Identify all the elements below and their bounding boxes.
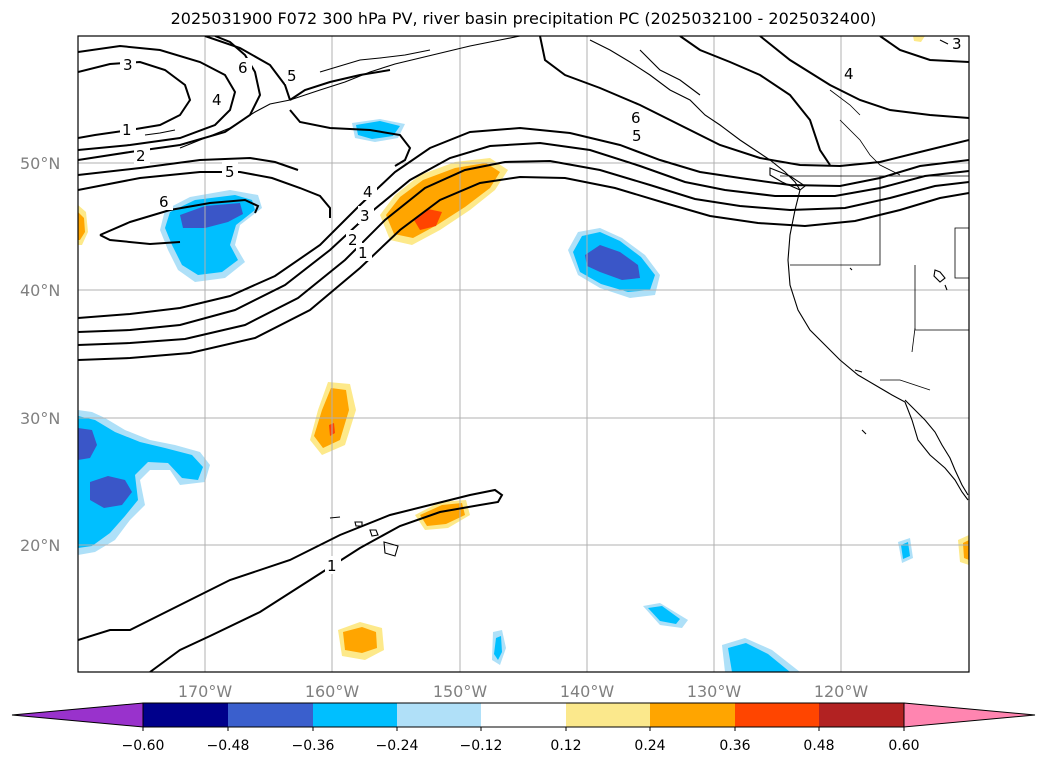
lon-label-170w: 170°W: [178, 682, 233, 701]
precip-blob-west-core1: [78, 428, 97, 460]
colorbar-extend-max: [903, 702, 1036, 728]
lat-label-30n: 30°N: [20, 409, 60, 428]
precip-blob-115w-19n-mid: [901, 542, 910, 559]
contour-label: 4: [212, 91, 222, 109]
contour-label: 4: [844, 65, 854, 83]
precip-blob-west-mid: [78, 416, 203, 548]
contour-label: 2: [348, 231, 358, 249]
colorbar-segment: [650, 703, 735, 727]
colorbar-tick: −0.60: [122, 738, 165, 754]
contour-label: 1: [358, 244, 368, 262]
contour-label: 1: [122, 121, 132, 139]
colorbar-segment: [566, 703, 650, 727]
contour-label: 3: [952, 35, 962, 53]
precip-blob-top-right: [913, 36, 925, 42]
colorbar-tick: 0.48: [803, 738, 834, 754]
precip-blob-152w-core: [414, 209, 442, 230]
colorbar-segment: [313, 703, 397, 727]
contour-label: 5: [225, 163, 235, 181]
colorbar-tick: 0.60: [888, 738, 919, 754]
colorbar-extend-min: [11, 702, 144, 728]
lat-label-40n: 40°N: [20, 281, 60, 300]
contour-label: 6: [159, 193, 169, 211]
precip-blob-159w-13n-mid: [343, 627, 377, 653]
contour-label: 3: [123, 56, 133, 74]
colorbar-tick: −0.24: [376, 738, 419, 754]
contour-label: 3: [360, 207, 370, 225]
colorbar-segment: [819, 703, 904, 727]
lon-label-150w: 150°W: [433, 682, 488, 701]
colorbar-segment: [143, 703, 228, 727]
contour-label: 5: [287, 67, 297, 85]
lat-label-20n: 20°N: [20, 536, 60, 555]
contour-label: 5: [632, 127, 642, 145]
colorbar-tick: 0.36: [719, 738, 750, 754]
precip-blob-155w-52n-mid: [356, 121, 400, 139]
map-title: 2025031900 F072 300 hPa PV, river basin …: [170, 9, 877, 28]
precip-blob-127w-10n-mid: [728, 643, 790, 672]
lon-label-160w: 160°W: [305, 682, 360, 701]
contour-label: 4: [363, 183, 373, 201]
lon-label-130w: 130°W: [687, 682, 742, 701]
colorbar-tick: 0.24: [634, 738, 665, 754]
lon-label-140w: 140°W: [560, 682, 615, 701]
colorbar: −0.60 −0.48 −0.36 −0.24 −0.12 0.12 0.24 …: [11, 702, 1036, 754]
map-plot-area: 3 6 5 4 1 2 5 6 4 3 2 1 6 5: [78, 35, 969, 672]
precip-blob-left-edge-mid: [78, 212, 85, 240]
colorbar-segment: [735, 703, 819, 727]
precip-blob-west-core2: [90, 476, 132, 508]
precip-blob-140w-core: [585, 245, 640, 280]
lon-label-120w: 120°W: [814, 682, 869, 701]
precip-blob-135w-14n-mid: [648, 606, 680, 624]
contour-labels: 3 6 5 4 1 2 5 6 4 3 2 1 6 5: [120, 35, 966, 575]
lat-label-50n: 50°N: [20, 154, 60, 173]
colorbar-segment: [397, 703, 481, 727]
contour-label: 6: [631, 109, 641, 127]
precip-blob-165w-core: [180, 203, 243, 228]
coastlines: [144, 36, 969, 557]
colorbar-segment: [228, 703, 313, 727]
precip-shading: [78, 36, 969, 672]
contour-label: 1: [327, 557, 337, 575]
map-frame: [77, 35, 970, 673]
contour-label: 6: [238, 59, 248, 77]
colorbar-tick: −0.48: [207, 738, 250, 754]
graticule: [78, 36, 969, 672]
precip-blob-147w-12n-mid: [494, 636, 502, 660]
colorbar-tick: −0.12: [460, 738, 503, 754]
pv-contours: [78, 36, 969, 672]
contour-label: 2: [136, 147, 146, 165]
colorbar-tick: 0.12: [550, 738, 581, 754]
colorbar-segment: [481, 703, 566, 727]
colorbar-tick: −0.36: [292, 738, 335, 754]
